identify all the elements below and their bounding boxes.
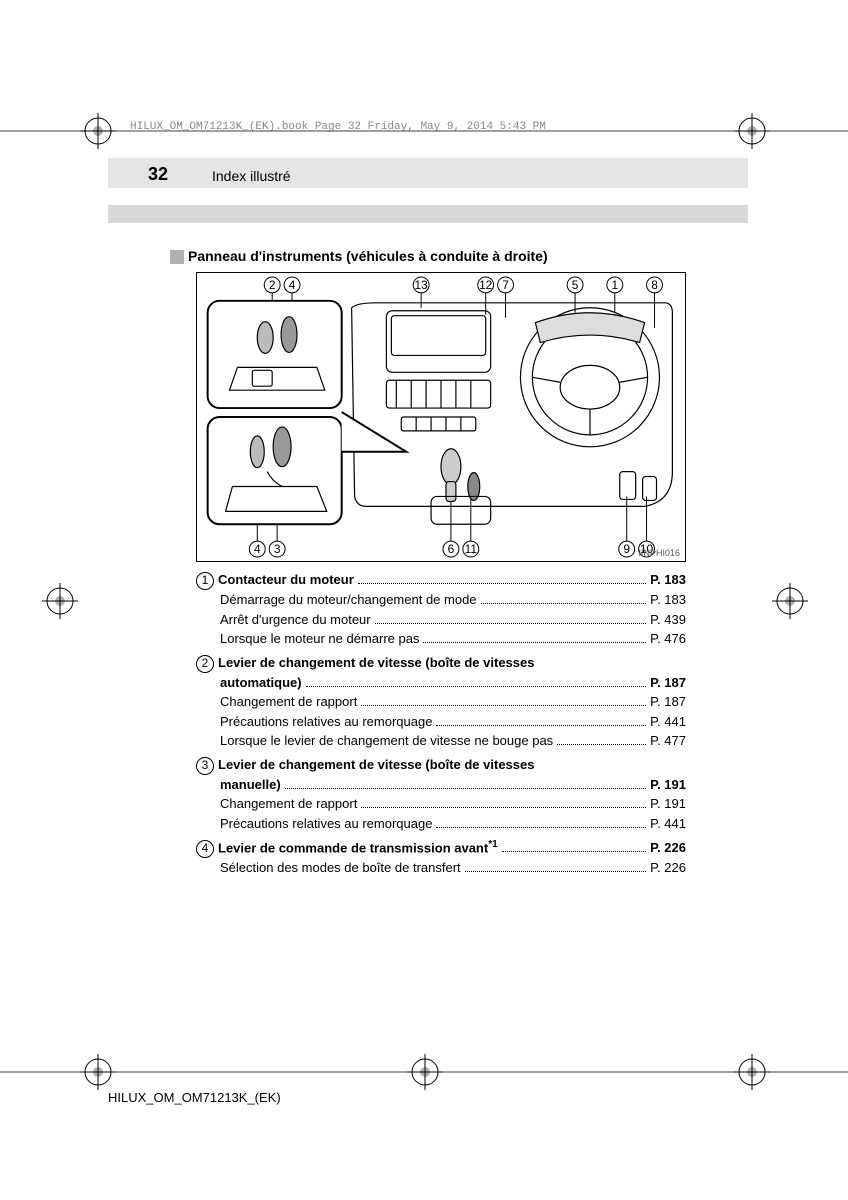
page-number: 32 <box>148 164 168 185</box>
svg-text:13: 13 <box>415 278 429 292</box>
heading-square-icon <box>170 250 184 264</box>
list-sub: Arrêt d'urgence du moteurP. 439 <box>196 610 686 630</box>
index-list: 1 Contacteur du moteur P. 183 Démarrage … <box>196 570 686 878</box>
item-title-line2: automatique) <box>220 673 302 693</box>
item-number: 3 <box>196 757 214 775</box>
svg-text:12: 12 <box>479 278 493 292</box>
header-bar <box>108 158 748 188</box>
list-sub: Lorsque le moteur ne démarre pasP. 476 <box>196 629 686 649</box>
section-name: Index illustré <box>212 168 291 184</box>
svg-text:11: 11 <box>465 542 478 556</box>
item-number: 2 <box>196 655 214 673</box>
print-header: HILUX_OM_OM71213K_(EK).book Page 32 Frid… <box>130 121 546 133</box>
section-heading: Panneau d'instruments (véhicules à condu… <box>170 248 548 264</box>
diagram-code: IINPHI016 <box>638 548 680 558</box>
svg-text:8: 8 <box>651 278 658 292</box>
svg-text:7: 7 <box>502 278 509 292</box>
list-item: 2 Levier de changement de vitesse (boîte… <box>196 653 686 673</box>
sub-bar <box>108 205 748 223</box>
page-ref: P. 226 <box>650 838 686 858</box>
list-item: 3 Levier de changement de vitesse (boîte… <box>196 755 686 775</box>
svg-text:6: 6 <box>448 542 455 556</box>
item-title: Contacteur du moteur <box>218 570 354 590</box>
list-sub: Changement de rapportP. 187 <box>196 692 686 712</box>
item-number: 4 <box>196 840 214 858</box>
list-sub: Lorsque le levier de changement de vites… <box>196 731 686 751</box>
heading-text: Panneau d'instruments (véhicules à condu… <box>188 248 548 264</box>
svg-text:9: 9 <box>623 542 630 556</box>
list-item: 1 Contacteur du moteur P. 183 <box>196 570 686 590</box>
item-title-line2: manuelle) <box>220 775 281 795</box>
svg-text:5: 5 <box>572 278 579 292</box>
list-sub: Précautions relatives au remorquageP. 44… <box>196 814 686 834</box>
svg-text:4: 4 <box>289 278 296 292</box>
list-item: 4 Levier de commande de transmission ava… <box>196 837 686 858</box>
instrument-panel-diagram: 2 4 13 12 7 5 1 8 4 3 6 11 9 10 <box>196 272 686 562</box>
list-item-cont: automatique) P. 187 <box>196 673 686 693</box>
item-title: Levier de commande de transmission avant… <box>218 837 498 858</box>
list-sub: Sélection des modes de boîte de transfer… <box>196 858 686 878</box>
page-ref: P. 191 <box>650 775 686 795</box>
page-ref: P. 183 <box>650 570 686 590</box>
svg-text:1: 1 <box>611 278 618 292</box>
footer-doc-id: HILUX_OM_OM71213K_(EK) <box>108 1090 281 1105</box>
page-ref: P. 187 <box>650 673 686 693</box>
list-sub: Précautions relatives au remorquageP. 44… <box>196 712 686 732</box>
list-sub: Changement de rapportP. 191 <box>196 794 686 814</box>
svg-text:3: 3 <box>274 542 281 556</box>
item-title-line1: Levier de changement de vitesse (boîte d… <box>218 653 534 673</box>
svg-text:2: 2 <box>269 278 276 292</box>
svg-text:4: 4 <box>254 542 261 556</box>
item-title-line1: Levier de changement de vitesse (boîte d… <box>218 755 534 775</box>
item-number: 1 <box>196 572 214 590</box>
list-sub: Démarrage du moteur/changement de modeP.… <box>196 590 686 610</box>
list-item-cont: manuelle) P. 191 <box>196 775 686 795</box>
